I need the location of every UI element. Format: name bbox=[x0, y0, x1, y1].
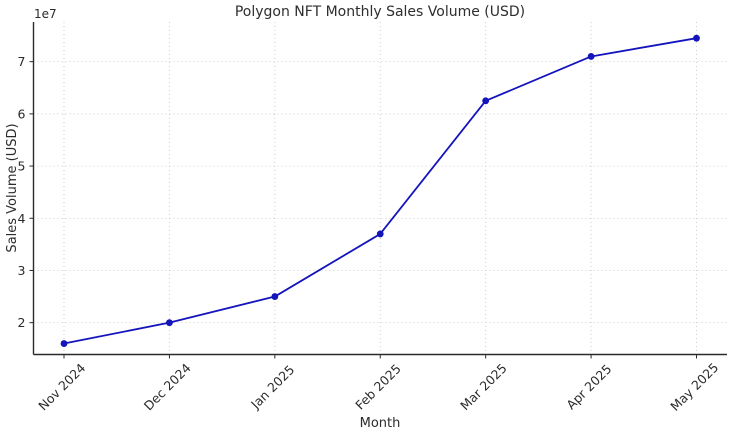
tick-labels: Nov 2024 Dec 2024 Jan 2025 Feb 2025 Mar 2025… bbox=[18, 54, 722, 414]
y-tick-label: 3 bbox=[18, 263, 26, 278]
x-tick-label: Dec 2024 bbox=[141, 360, 194, 413]
data-point bbox=[60, 340, 68, 347]
y-tick-label: 4 bbox=[18, 211, 26, 226]
y-tick-label: 7 bbox=[18, 54, 26, 69]
gridlines bbox=[33, 22, 727, 355]
y-axis-offset-text: 1e7 bbox=[34, 7, 57, 21]
data-point bbox=[166, 319, 173, 327]
tick-marks bbox=[29, 61, 697, 359]
x-tick-label: Jan 2025 bbox=[247, 362, 297, 412]
x-tick-label: May 2025 bbox=[667, 360, 721, 414]
x-tick-label: Apr 2025 bbox=[563, 361, 614, 412]
axes bbox=[32, 22, 727, 356]
x-tick-label: Mar 2025 bbox=[457, 361, 510, 414]
data-series bbox=[60, 34, 700, 347]
data-point bbox=[482, 97, 490, 105]
y-tick-label: 2 bbox=[18, 315, 26, 330]
y-tick-label: 6 bbox=[18, 106, 26, 121]
data-point bbox=[587, 53, 595, 60]
x-tick-label: Feb 2025 bbox=[352, 361, 404, 413]
data-point bbox=[693, 34, 700, 42]
data-point bbox=[376, 230, 384, 238]
data-point bbox=[271, 293, 279, 300]
y-tick-label: 5 bbox=[18, 159, 26, 174]
x-axis-label: Month bbox=[360, 416, 401, 431]
chart-title: Polygon NFT Monthly Sales Volume (USD) bbox=[235, 4, 525, 20]
x-tick-label: Nov 2024 bbox=[35, 360, 88, 413]
y-axis-label: Sales Volume (USD) bbox=[5, 123, 20, 252]
